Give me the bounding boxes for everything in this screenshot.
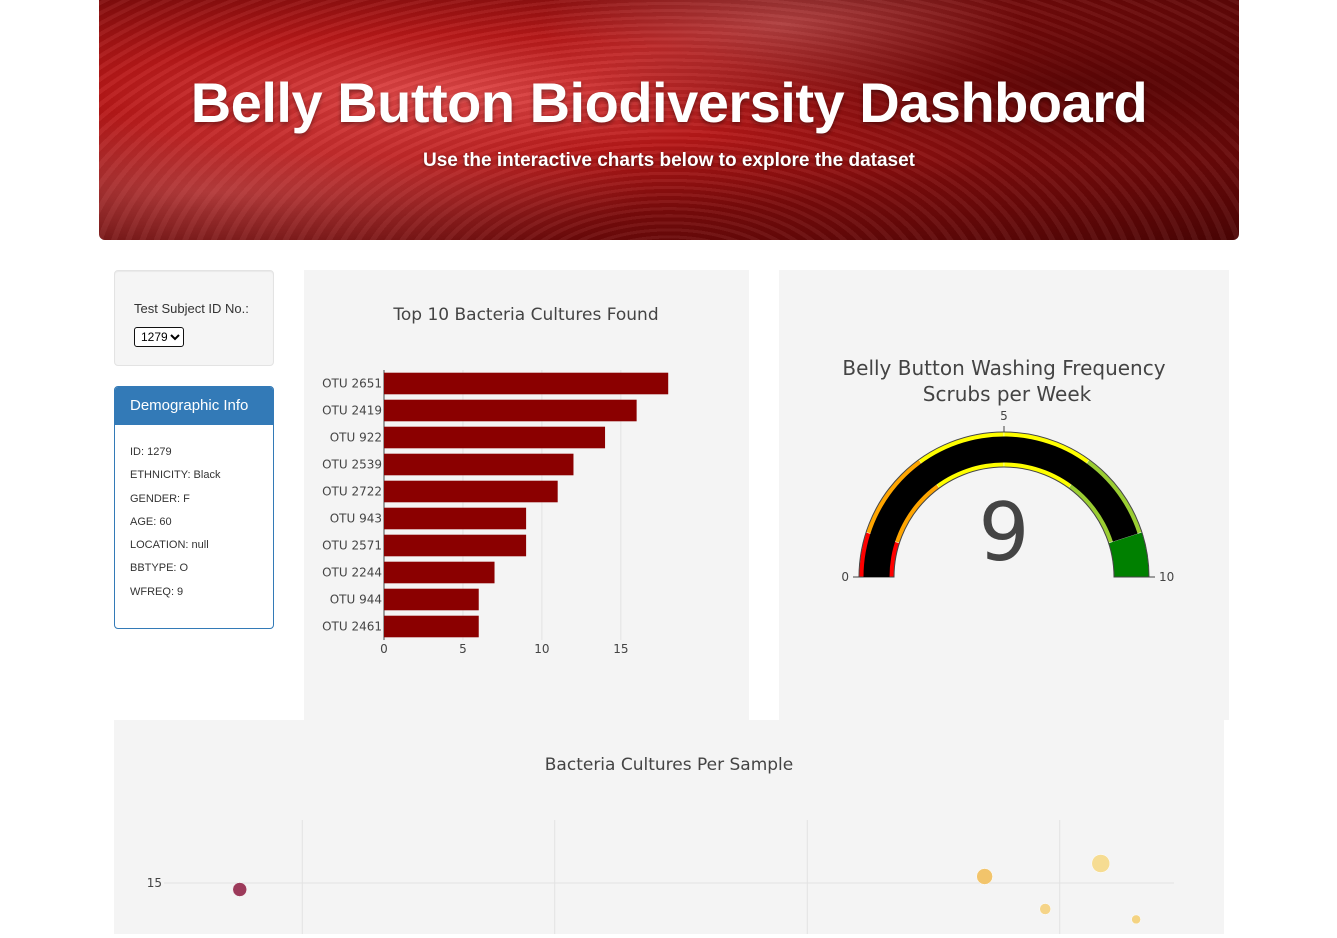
bar (384, 480, 558, 503)
bar (384, 615, 479, 638)
bar (384, 588, 479, 611)
bar (384, 372, 669, 395)
gauge-title: Belly Button Washing Frequency (842, 356, 1165, 380)
header-banner: Belly Button Biodiversity Dashboard Use … (99, 0, 1239, 240)
bar-y-tick-label: OTU 2651 (322, 377, 382, 391)
demographic-panel: Demographic Info ID: 1279 ETHNICITY: Bla… (114, 386, 274, 629)
bar-y-tick-label: OTU 944 (330, 593, 382, 607)
bar-y-tick-label: OTU 2244 (322, 566, 382, 580)
bubble-point (976, 868, 993, 885)
demographic-item: ETHNICITY: Black (130, 469, 221, 482)
demographic-item: ID: 1279 (130, 446, 172, 458)
bar-y-tick-label: OTU 2539 (322, 458, 382, 472)
bar (384, 426, 606, 449)
bar (384, 561, 495, 584)
gauge-chart-panel: Belly Button Washing Frequency Scrubs pe… (779, 270, 1229, 720)
bar-x-tick-label: 0 (380, 642, 388, 656)
gauge-tick-label: 10 (1159, 570, 1174, 584)
page-subtitle: Use the interactive charts below to expl… (422, 150, 916, 171)
gauge-chart: Belly Button Washing Frequency Scrubs pe… (841, 356, 1174, 584)
bubble-point (232, 882, 247, 897)
bar-y-tick-label: OTU 943 (330, 512, 382, 526)
subject-selector-label: Test Subject ID No.: (134, 301, 249, 316)
gauge-value-bar (863, 436, 1138, 577)
bar-y-tick-label: OTU 2461 (322, 620, 382, 634)
bar-y-tick-label: OTU 2419 (322, 404, 382, 418)
bubble-point (1131, 914, 1141, 925)
demographic-item: BBTYPE: O (130, 562, 189, 575)
bar-chart-panel: Top 10 Bacteria Cultures Found OTU 2651 O… (304, 270, 749, 720)
gauge-tick-label: 0 (841, 570, 849, 584)
bubble-point (1039, 903, 1051, 915)
bubble-chart-title: Bacteria Cultures Per Sample (545, 755, 793, 775)
bar-y-tick-label: OTU 2571 (322, 539, 382, 553)
subject-selector-panel: Test Subject ID No.: 1279 (114, 270, 274, 366)
bar-chart: Top 10 Bacteria Cultures Found OTU 2651 O… (322, 305, 669, 656)
gauge-value: 9 (979, 486, 1030, 579)
demographic-item: GENDER: F (130, 492, 190, 505)
bubble-chart: Bacteria Cultures Per Sample 15 (147, 755, 1174, 934)
bar-x-tick-label: 10 (534, 642, 549, 656)
bubble-chart-panel: Bacteria Cultures Per Sample 15 (114, 720, 1224, 934)
demographic-heading: Demographic Info (115, 387, 273, 425)
gauge-outline (858, 431, 1150, 578)
bar-y-tick-label: OTU 922 (330, 431, 382, 445)
bar (384, 453, 574, 476)
demographic-body: ID: 1279 ETHNICITY: Black GENDER: F AGE:… (115, 425, 273, 608)
demographic-item: WFREQ: 9 (130, 585, 184, 598)
bubble-point (1091, 854, 1111, 873)
bar-y-tick-label: OTU 2722 (322, 485, 382, 499)
bar-x-tick-label: 5 (459, 642, 467, 656)
gauge-subtitle: Scrubs per Week (923, 382, 1092, 406)
bar-chart-title: Top 10 Bacteria Cultures Found (392, 305, 658, 325)
bar (384, 534, 527, 557)
gauge-tick-label: 5 (1000, 409, 1008, 423)
bar (384, 507, 527, 530)
bar (384, 399, 637, 422)
demographic-item: LOCATION: null (130, 539, 209, 552)
demographic-item: AGE: 60 (130, 515, 172, 528)
page-title: Belly Button Biodiversity Dashboard (190, 71, 1148, 134)
bar-x-tick-label: 15 (613, 642, 628, 656)
bubble-y-tick-label: 15 (147, 876, 162, 890)
subject-id-select[interactable]: 1279 (134, 327, 184, 347)
